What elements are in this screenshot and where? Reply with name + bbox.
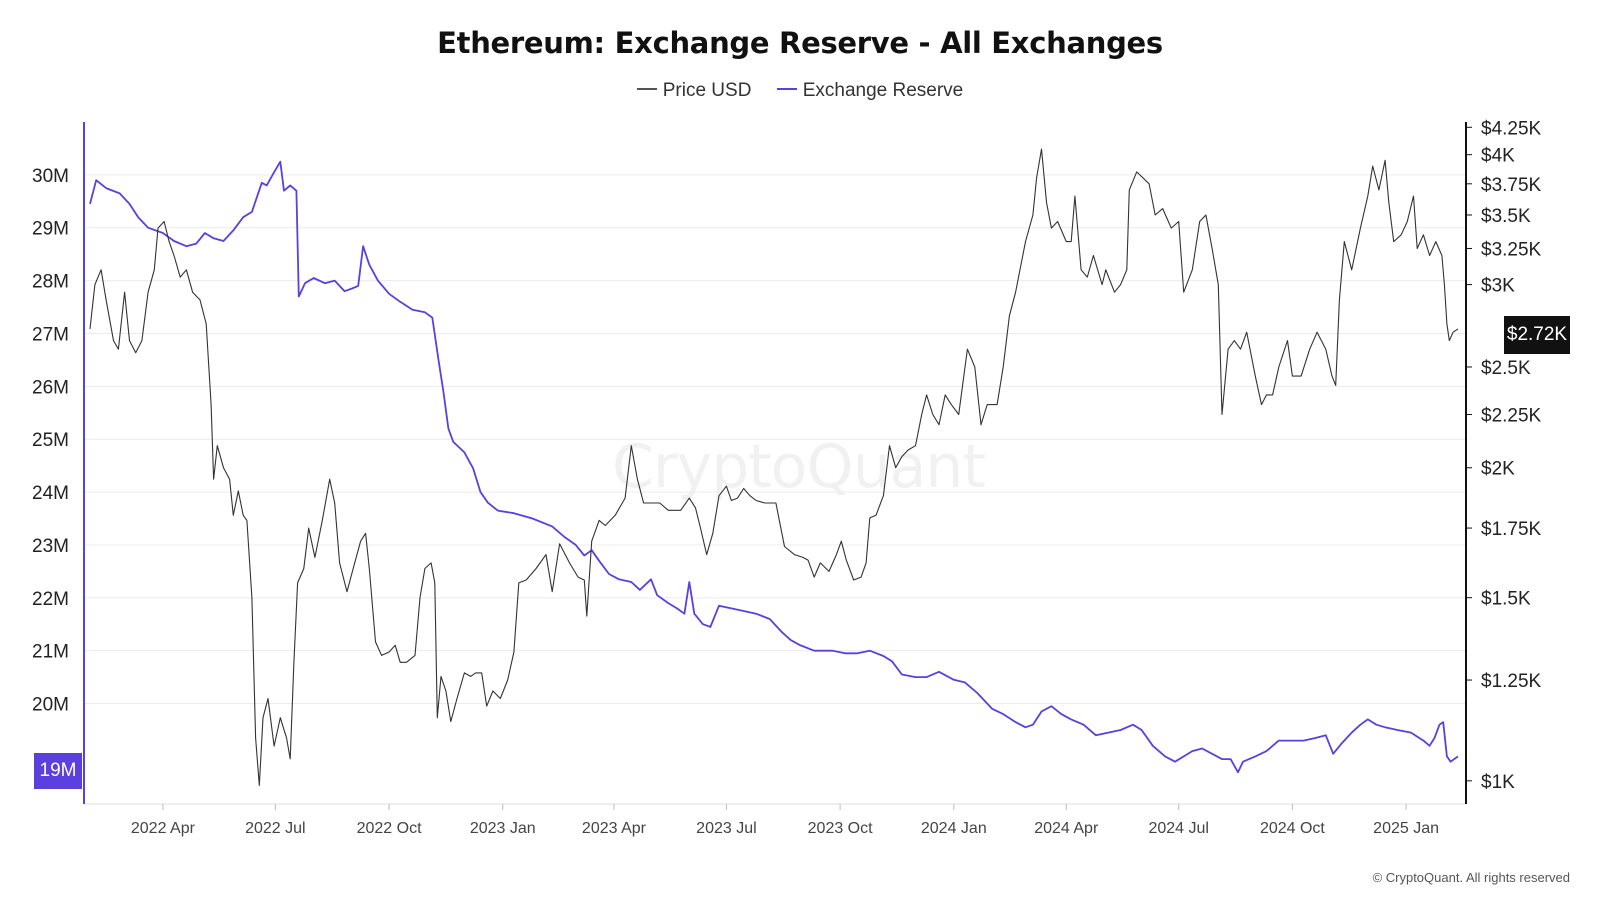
x-tick-label: 2023 Jul xyxy=(696,820,757,837)
left-tick-label: 22M xyxy=(32,589,69,610)
reserve-value-badge: 19M xyxy=(34,753,82,789)
series-line-price-usd xyxy=(89,148,1459,786)
left-tick-label: 30M xyxy=(32,166,69,187)
left-tick-label: 29M xyxy=(32,219,69,240)
copyright-notice: © CryptoQuant. All rights reserved xyxy=(1372,870,1570,885)
legend-swatch-reserve xyxy=(776,87,797,90)
legend-label-reserve: Exchange Reserve xyxy=(802,80,964,101)
left-tick-label: 20M xyxy=(32,695,69,716)
left-tick-label: 24M xyxy=(32,483,69,504)
series-line-exchange-reserve xyxy=(89,160,1459,774)
legend-swatch-price xyxy=(636,87,657,90)
right-tick-label: $1.75K xyxy=(1481,519,1542,540)
x-tick-label: 2025 Jan xyxy=(1373,820,1439,837)
x-tick-label: 2022 Apr xyxy=(131,820,196,837)
price-value-badge: $2.72K xyxy=(1504,316,1570,354)
x-tick-label: 2022 Oct xyxy=(357,820,422,837)
x-tick-label: 2024 Jan xyxy=(921,820,987,837)
x-tick-label: 2023 Jan xyxy=(470,820,536,837)
right-tick-label: $4.25K xyxy=(1481,118,1542,139)
right-tick-label: $3.5K xyxy=(1481,206,1531,227)
left-tick-label: 26M xyxy=(32,377,69,398)
x-tick-label: 2024 Oct xyxy=(1260,820,1325,837)
right-tick-label: $1.5K xyxy=(1481,589,1531,610)
x-tick-label: 2024 Jul xyxy=(1148,820,1209,837)
right-tick-label: $3K xyxy=(1481,276,1515,297)
x-tick-label: 2023 Oct xyxy=(808,820,873,837)
legend-item-reserve[interactable]: Exchange Reserve xyxy=(776,80,964,102)
left-tick-label: 23M xyxy=(32,536,69,557)
right-tick-label: $2.5K xyxy=(1481,358,1531,379)
x-tick-label: 2024 Apr xyxy=(1034,820,1099,837)
watermark: CryptoQuant xyxy=(612,432,986,502)
right-tick-label: $4K xyxy=(1481,146,1515,167)
left-tick-label: 27M xyxy=(32,324,69,345)
left-tick-label: 28M xyxy=(32,272,69,293)
legend: Price USD Exchange Reserve xyxy=(0,80,1600,102)
right-tick-label: $2.25K xyxy=(1481,406,1542,427)
legend-item-price[interactable]: Price USD xyxy=(636,80,752,102)
chart-title: Ethereum: Exchange Reserve - All Exchang… xyxy=(437,26,1163,60)
right-tick-label: $3.75K xyxy=(1481,175,1542,196)
left-tick-label: 25M xyxy=(32,430,69,451)
right-tick-label: $1K xyxy=(1481,772,1515,793)
right-tick-label: $2K xyxy=(1481,459,1515,480)
x-tick-label: 2023 Apr xyxy=(582,820,647,837)
right-tick-label: $1.25K xyxy=(1481,671,1542,692)
legend-label-price: Price USD xyxy=(662,80,752,101)
x-tick-label: 2022 Jul xyxy=(245,820,306,837)
right-tick-label: $3.25K xyxy=(1481,239,1542,260)
left-tick-label: 21M xyxy=(32,642,69,663)
